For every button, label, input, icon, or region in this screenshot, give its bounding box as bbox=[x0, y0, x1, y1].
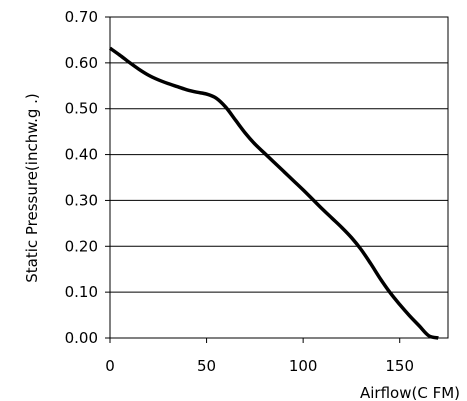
x-tick-label-3: 150 bbox=[385, 357, 414, 375]
plot-frame bbox=[105, 16, 449, 343]
y-tick-label-3: 0.30 bbox=[65, 191, 98, 209]
y-tick-label-0: 0.00 bbox=[65, 329, 98, 347]
grid-lines bbox=[110, 16, 448, 339]
y-tick-label-5: 0.50 bbox=[65, 100, 98, 118]
series-layer bbox=[108, 46, 439, 340]
plot-border bbox=[109, 16, 449, 339]
series-line-0 bbox=[108, 46, 439, 340]
x-tick-label-1: 50 bbox=[197, 357, 216, 375]
y-tick-labels: 0.00 0.10 0.20 0.30 0.40 0.50 0.60 0.70 bbox=[65, 8, 98, 347]
x-tick-label-0: 0 bbox=[105, 357, 115, 375]
y-axis-title: Static Pressure(inchw.g .) bbox=[23, 93, 41, 283]
y-tick-label-4: 0.40 bbox=[65, 146, 98, 164]
y-tick-label-1: 0.10 bbox=[65, 283, 98, 301]
x-tick-label-2: 100 bbox=[289, 357, 318, 375]
x-axis-title: Airflow(C FM) bbox=[360, 384, 460, 401]
x-tick-labels: 0 50 100 150 bbox=[105, 357, 414, 375]
y-tick-label-7: 0.70 bbox=[65, 8, 98, 26]
y-tick-label-6: 0.60 bbox=[65, 54, 98, 72]
y-tick-label-2: 0.20 bbox=[65, 237, 98, 255]
